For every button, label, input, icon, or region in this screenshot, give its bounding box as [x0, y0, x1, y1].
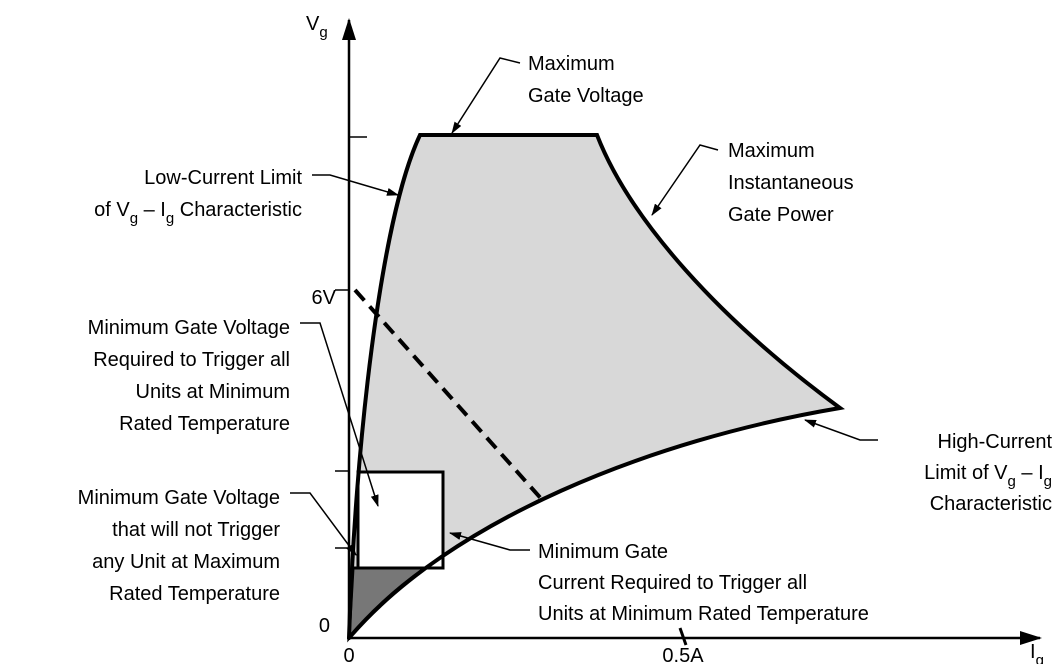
annotation-line: Units at Minimum: [136, 381, 290, 403]
x-tick-label: 0: [343, 645, 354, 664]
annotation-line: Minimum Gate Voltage: [88, 317, 290, 339]
text-part: Maximum: [728, 140, 815, 162]
annotation-line: Required to Trigger all: [93, 349, 290, 371]
y-tick-label: 0: [319, 615, 330, 637]
annotation-line: Rated Temperature: [119, 413, 290, 435]
text-part: Characteristic: [174, 199, 302, 221]
annotation-line: Minimum Gate Voltage: [78, 487, 280, 509]
text-part: I: [1030, 641, 1036, 663]
text-part: Rated Temperature: [109, 583, 280, 605]
x-tick-label: 0.5A: [662, 645, 704, 664]
annotation-line: Low-Current Limit: [144, 167, 302, 189]
subscript: g: [319, 24, 327, 41]
text-part: Instantaneous: [728, 172, 854, 194]
subscript: g: [166, 210, 174, 227]
subscript: g: [1036, 652, 1044, 664]
text-part: Limit of V: [924, 462, 1008, 484]
annotation-line: Gate Voltage: [528, 85, 644, 107]
region-outline: [347, 133, 845, 640]
power-line: [353, 288, 547, 505]
annotation-line: of Vg – Ig Characteristic: [94, 199, 302, 227]
text-part: Units at Minimum: [136, 381, 290, 403]
text-part: Gate Power: [728, 204, 834, 226]
subscript: g: [1044, 473, 1052, 490]
annotation-line: High-Current: [938, 431, 1053, 453]
subscript: g: [1008, 473, 1016, 490]
annotation-line: Limit of Vg – Ig: [924, 462, 1052, 490]
trigger-box: [356, 470, 445, 570]
text-part: Maximum: [528, 53, 615, 75]
text-part: V: [306, 13, 320, 35]
annotation-line: that will not Trigger: [112, 519, 280, 541]
text-part: Gate Voltage: [528, 85, 644, 107]
operating-region: [349, 135, 840, 638]
annotation-line: Units at Minimum Rated Temperature: [538, 603, 869, 625]
x-axis-label: Ig: [1030, 641, 1044, 664]
text-part: – I: [1016, 462, 1044, 484]
annotation-line: Characteristic: [930, 493, 1052, 515]
text-part: that will not Trigger: [112, 519, 280, 541]
y-axis-label: Vg: [306, 13, 328, 41]
text-part: Minimum Gate: [538, 541, 668, 563]
text-part: any Unit at Maximum: [92, 551, 280, 573]
text-part: Current Required to Trigger all: [538, 572, 807, 594]
annotation-line: Gate Power: [728, 204, 834, 226]
text-part: Characteristic: [930, 493, 1052, 515]
annotation-line: Instantaneous: [728, 172, 854, 194]
annotation-line: Maximum: [528, 53, 615, 75]
text-part: of V: [94, 199, 130, 221]
text-part: High-Current: [938, 431, 1053, 453]
leaders: [290, 57, 878, 556]
text-part: Minimum Gate Voltage: [88, 317, 290, 339]
annotation-line: any Unit at Maximum: [92, 551, 280, 573]
annotation-line: Minimum Gate: [538, 541, 668, 563]
text-part: Minimum Gate Voltage: [78, 487, 280, 509]
text-part: Low-Current Limit: [144, 167, 302, 189]
annotation-line: Current Required to Trigger all: [538, 572, 807, 594]
y-tick-label: 6V: [312, 287, 337, 309]
text-part: Required to Trigger all: [93, 349, 290, 371]
text-part: Units at Minimum Rated Temperature: [538, 603, 869, 625]
annotation-line: Rated Temperature: [109, 583, 280, 605]
annotation-line: Maximum: [728, 140, 815, 162]
subscript: g: [130, 210, 138, 227]
text-part: – I: [138, 199, 166, 221]
text-part: Rated Temperature: [119, 413, 290, 435]
